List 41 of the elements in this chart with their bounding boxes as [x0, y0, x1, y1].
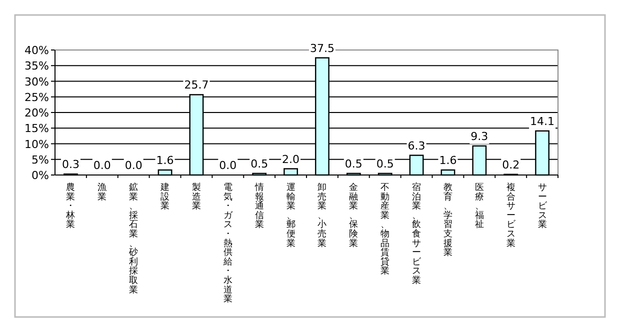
category-label: 電気・ガス・熱供給・水道業 [223, 183, 232, 305]
x-tick-label: 情報通信業 [254, 182, 264, 230]
data-label: 37.5 [310, 42, 334, 55]
y-tick-label: 20% [24, 106, 49, 120]
x-tick-label: 農業・林業 [65, 182, 76, 230]
data-label: 1.6 [439, 154, 457, 167]
y-tick-label: 30% [24, 75, 49, 88]
x-tick-label: 建設業 [160, 182, 170, 212]
data-label: 0.5 [250, 157, 268, 170]
category-label: 宿泊業、飲食サービス業 [412, 183, 422, 286]
x-tick-label: 教育、学習支援業 [443, 182, 452, 258]
x-tick-label: 複合サービス業 [506, 182, 516, 249]
data-label: 0.0 [219, 159, 237, 172]
x-tick-label: 金融業、保険業 [349, 182, 358, 249]
x-tick-label: 製造業 [192, 182, 201, 212]
data-label: 9.3 [470, 130, 488, 143]
data-label: 0.0 [124, 159, 142, 172]
data-label: 14.1 [530, 114, 555, 128]
data-label: 0.0 [93, 159, 111, 172]
data-label: 1.6 [156, 154, 174, 167]
data-label: 0.3 [62, 158, 80, 172]
y-tick-label: 40% [24, 44, 49, 57]
x-tick-label: 漁業 [98, 182, 107, 202]
x-tick-label: 卸売業、小売業 [318, 182, 327, 249]
data-label: 2.0 [282, 152, 300, 166]
data-label: 0.5 [376, 157, 394, 170]
data-label: 6.3 [408, 139, 426, 152]
category-label: 不動産業、物品賃貸業 [380, 183, 390, 277]
y-tick-label: 15% [24, 122, 49, 136]
data-label: 0.2 [502, 158, 520, 172]
y-tick-label: 35% [24, 60, 49, 73]
data-label: 0.5 [344, 157, 362, 170]
data-label: 25.7 [184, 78, 209, 92]
y-tick-label: 10% [24, 138, 49, 151]
x-tick-label: サービス業 [538, 183, 548, 230]
category-label: 鉱業、採石業、砂利採取業 [129, 183, 138, 296]
x-tick-label: 医療、福祉 [474, 182, 484, 230]
y-tick-label: 5% [32, 153, 49, 166]
y-tick-label: 25% [24, 90, 49, 104]
x-tick-label: 運輸業、郵便業 [286, 182, 296, 249]
y-tick-label: 0% [32, 169, 49, 182]
